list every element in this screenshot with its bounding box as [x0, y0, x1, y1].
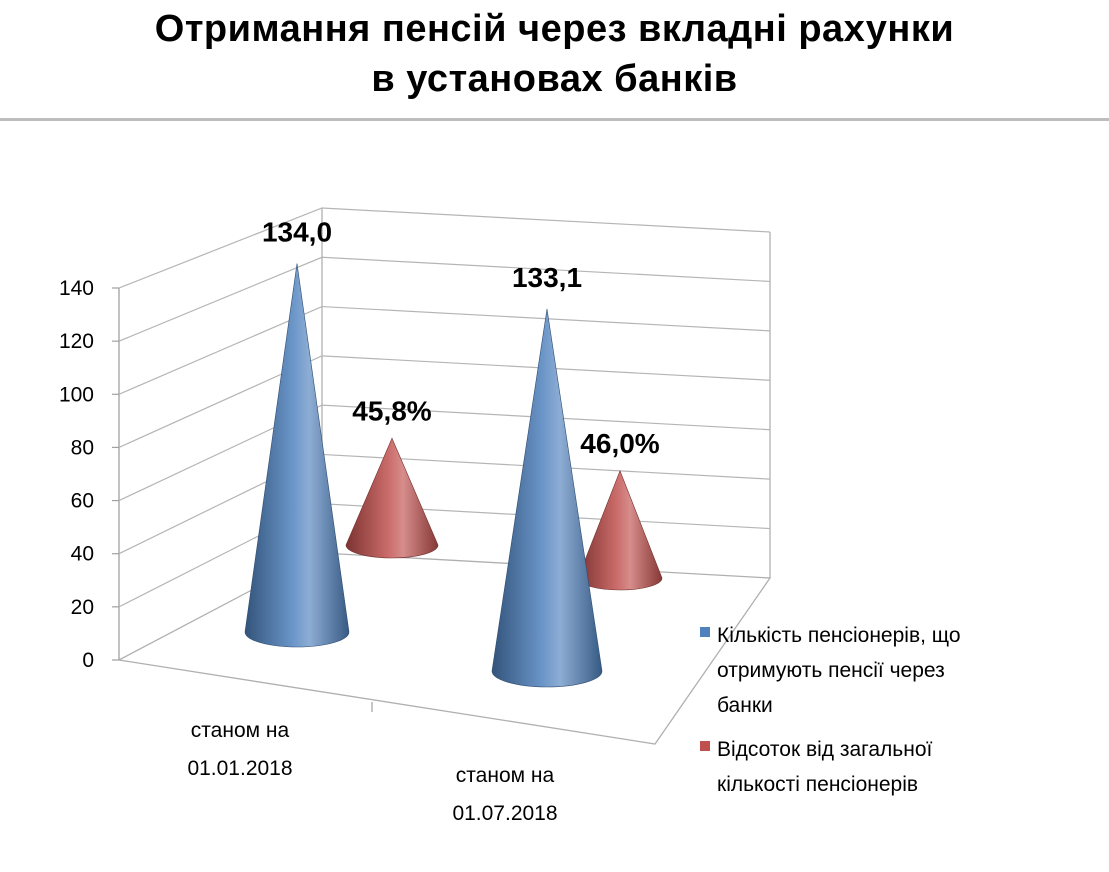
gridline-40 — [118, 453, 771, 555]
data-labels: 45,8% 46,0% 134,0 133,1 — [262, 217, 660, 459]
chart-walls — [118, 208, 772, 745]
gridline-20 — [118, 503, 771, 608]
legend-label-0-line-2: банки — [717, 694, 773, 717]
cone-s0-c1 — [491, 308, 603, 688]
plot-marks — [244, 263, 663, 688]
legend-label-0-line-1: отримують пенсії через — [717, 659, 945, 682]
y-tick-label-20: 20 — [71, 596, 94, 619]
data-label-s1-c1: 46,0% — [580, 428, 659, 459]
y-tick-label-40: 40 — [71, 543, 94, 566]
y-tick-label-100: 100 — [59, 383, 94, 406]
category-label-1-line-0: станом на — [456, 764, 555, 787]
category-label-0-line-0: станом на — [191, 719, 290, 742]
y-tick-label-140: 140 — [59, 277, 94, 300]
title-divider — [0, 118, 1109, 121]
legend-label-1-line-0: Відсоток від загальної — [717, 738, 933, 761]
legend: Кількість пенсіонерів, що отримують пенсі… — [700, 624, 961, 796]
data-label-s0-c1: 133,1 — [512, 262, 582, 293]
legend-swatch-1 — [700, 741, 710, 751]
category-label-0-line-1: 01.01.2018 — [187, 757, 292, 780]
cone-s1-c0 — [345, 437, 439, 559]
y-axis: 0 20 40 60 80 100 120 140 — [59, 277, 119, 672]
legend-label-0-line-0: Кількість пенсіонерів, що — [717, 624, 961, 647]
data-label-s1-c0: 45,8% — [352, 395, 431, 426]
y-tick-label-120: 120 — [59, 330, 94, 353]
gridline-80 — [118, 355, 771, 448]
gridline-140 — [118, 207, 771, 289]
legend-swatch-0 — [700, 627, 710, 637]
gridline-60 — [118, 404, 771, 502]
y-tick-label-0: 0 — [82, 649, 94, 672]
title-line-2: в установах банків — [371, 58, 738, 100]
category-label-1-line-1: 01.07.2018 — [452, 802, 557, 825]
gridline-120 — [118, 256, 771, 342]
gridlines — [118, 207, 771, 608]
legend-label-1-line-1: кількості пенсіонерів — [717, 773, 918, 796]
x-axis: станом на 01.01.2018 станом на 01.07.2018 — [187, 702, 558, 825]
y-tick-label-60: 60 — [71, 490, 94, 513]
data-label-s0-c0: 134,0 — [262, 217, 332, 248]
gridline-100 — [118, 305, 771, 395]
cone-s0-c0 — [244, 263, 350, 648]
floor-outline — [118, 552, 772, 745]
title-line-1: Отримання пенсій через вкладні рахунки — [154, 8, 955, 50]
cone-s1-c1 — [577, 469, 663, 591]
y-tick-label-80: 80 — [71, 436, 94, 459]
page-title: Отримання пенсій через вкладні рахунки в… — [0, 4, 1109, 104]
